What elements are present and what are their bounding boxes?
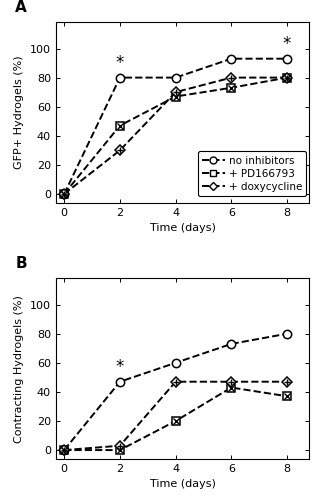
X-axis label: Time (days): Time (days) xyxy=(150,223,216,233)
X-axis label: Time (days): Time (days) xyxy=(150,479,216,489)
Text: B: B xyxy=(15,256,27,271)
Y-axis label: GFP+ Hydrogels (%): GFP+ Hydrogels (%) xyxy=(14,56,25,169)
Text: *: * xyxy=(283,35,291,53)
Legend: no inhibitors, + PD166793, + doxycycline: no inhibitors, + PD166793, + doxycycline xyxy=(197,151,306,196)
Text: A: A xyxy=(15,0,27,15)
Y-axis label: Contracting Hydrogels (%): Contracting Hydrogels (%) xyxy=(14,295,25,442)
Text: *: * xyxy=(116,54,124,72)
Text: *: * xyxy=(116,358,124,376)
